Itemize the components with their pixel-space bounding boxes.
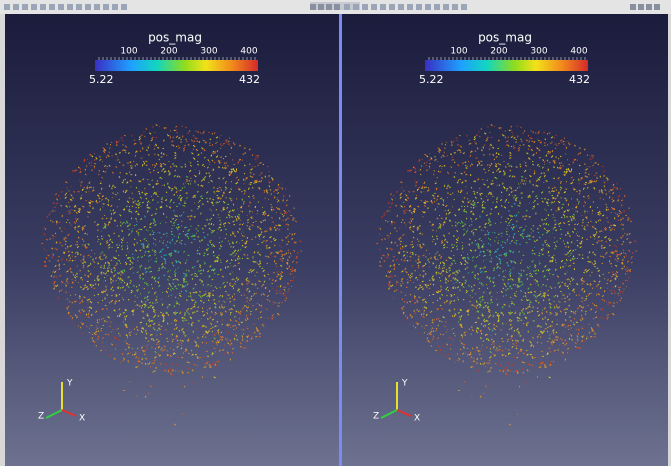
toolbar-button[interactable] [443, 4, 449, 10]
toolbar-button[interactable] [389, 4, 395, 10]
toolbar-button[interactable] [49, 4, 55, 10]
toolbar-button[interactable] [425, 4, 431, 10]
toolbar-button[interactable] [31, 4, 37, 10]
toolbar-button[interactable] [121, 4, 127, 10]
view-button [654, 4, 660, 10]
view-button [638, 4, 644, 10]
colorbar-tick-label: 200 [160, 47, 177, 57]
view-button [318, 4, 324, 10]
axis-label-z: Z [373, 412, 379, 422]
toolbar-button[interactable] [40, 4, 46, 10]
view-button [646, 4, 652, 10]
colorbar-tick-label: 200 [490, 47, 507, 57]
colorbar-max: 432 [239, 73, 260, 86]
toolbar-button[interactable] [67, 4, 73, 10]
colorbar-tick-label: 300 [530, 47, 547, 57]
toolbar-button[interactable] [112, 4, 118, 10]
view-separator [339, 14, 342, 466]
colorbar-tick-label: 100 [120, 47, 137, 57]
colorbar-title: pos_mag [148, 31, 202, 45]
toolbar-button[interactable] [398, 4, 404, 10]
colorbar-title: pos_mag [478, 31, 532, 45]
axis-label-y: Y [401, 379, 408, 389]
axis-label-z: Z [38, 412, 44, 422]
colorbar [425, 60, 588, 71]
axis-label-x: X [79, 414, 85, 424]
paraview-window: pos_mag 100 200 300 400 5.22 432 Y Z Xpos_mag 100 2… [0, 0, 671, 466]
toolbar-button[interactable] [13, 4, 19, 10]
axis-label-x: X [414, 414, 420, 424]
colorbar-tick-label: 300 [200, 47, 217, 57]
colorbar-max: 432 [569, 73, 590, 86]
toolbar-button[interactable] [380, 4, 386, 10]
toolbar-button[interactable] [103, 4, 109, 10]
toolbar-button[interactable] [344, 4, 350, 10]
colorbar [95, 60, 258, 71]
toolbar-button[interactable] [58, 4, 64, 10]
colorbar-tick-label: 100 [450, 47, 467, 57]
toolbar-button[interactable] [4, 4, 10, 10]
colorbar-tick-label: 400 [570, 47, 587, 57]
view-button [630, 4, 636, 10]
toolbar-button[interactable] [94, 4, 100, 10]
toolbar-button[interactable] [85, 4, 91, 10]
toolbar-button[interactable] [76, 4, 82, 10]
toolbar-button[interactable] [353, 4, 359, 10]
view-button [326, 4, 332, 10]
toolbar-button[interactable] [22, 4, 28, 10]
colorbar-min: 5.22 [89, 73, 114, 86]
toolbar-button[interactable] [416, 4, 422, 10]
toolbar-button[interactable] [452, 4, 458, 10]
toolbar-button[interactable] [362, 4, 368, 10]
toolbar-button[interactable] [407, 4, 413, 10]
axis-label-y: Y [66, 379, 73, 389]
toolbar-button[interactable] [461, 4, 467, 10]
render-view[interactable] [342, 14, 668, 466]
toolbar-button[interactable] [434, 4, 440, 10]
colorbar-min: 5.22 [419, 73, 444, 86]
view-button [310, 4, 316, 10]
view-button [334, 4, 340, 10]
toolbar-button[interactable] [371, 4, 377, 10]
colorbar-tick-label: 400 [240, 47, 257, 57]
